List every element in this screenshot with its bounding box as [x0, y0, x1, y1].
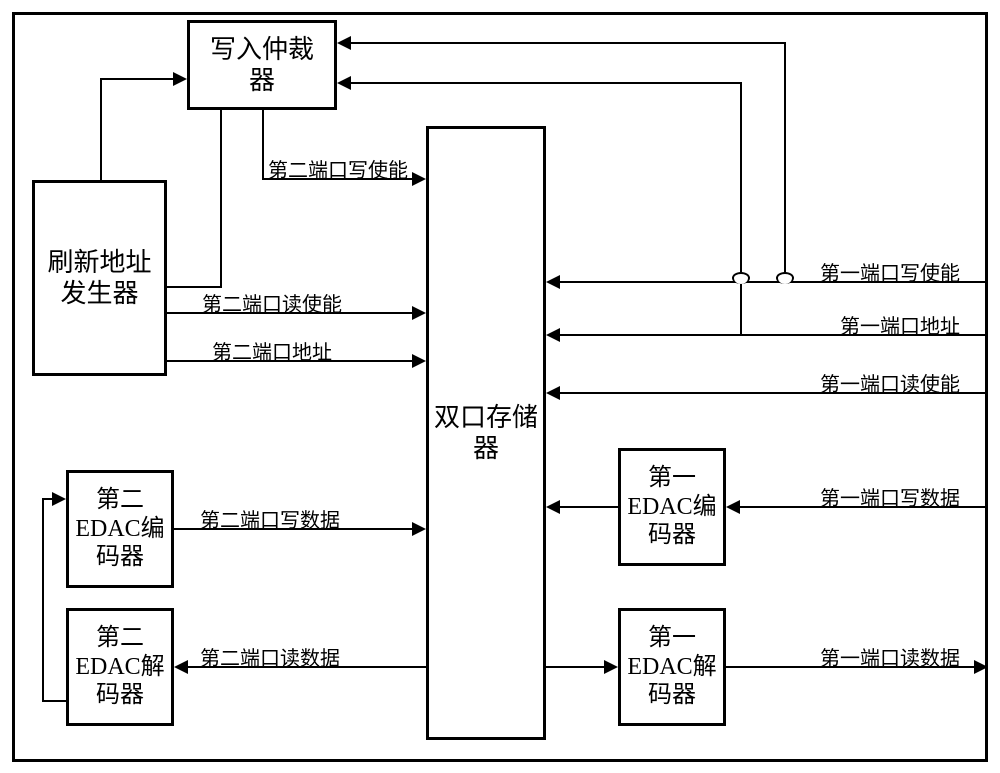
p1addr-jump [732, 272, 750, 284]
p1-read-d-ext-arrow [974, 660, 988, 674]
edac1-encoder-label: 第一EDAC编码器 [627, 464, 716, 550]
p1-write-enable-label: 第一端口写使能 [820, 257, 960, 286]
arbiter-to-mem-line-v [262, 110, 264, 180]
p1-write-en-arrow [546, 275, 560, 289]
refresh-generator-label: 刷新地址发生器 [47, 247, 151, 309]
edac2-decoder-label: 第二EDAC解码器 [75, 624, 164, 710]
dualport-memory-label: 双口存储器 [434, 402, 538, 464]
p2-read-en-arrow [412, 306, 426, 320]
p1-write-data-label: 第一端口写数据 [820, 482, 960, 511]
edac1-decoder-label: 第一EDAC解码器 [627, 624, 716, 710]
p2-write-d-arrow [412, 522, 426, 536]
p1addr-to-arb-h [351, 82, 742, 84]
p1-write-d-enc-line [560, 506, 618, 508]
p2-addr-arrow [412, 354, 426, 368]
p2-write-enable-label: 第二端口写使能 [268, 154, 408, 183]
p1-write-d-enc-arrow [546, 500, 560, 514]
edac2-loop-v [42, 498, 44, 702]
p1we-to-arb-v [784, 42, 786, 283]
refresh-to-arbiter-arrow [173, 72, 187, 86]
p1addr-to-arb-v [740, 82, 742, 336]
p1-read-enable-label: 第一端口读使能 [820, 368, 960, 397]
p1we-to-arb-arrow [337, 36, 351, 50]
p1-addr-label: 第一端口地址 [840, 310, 960, 339]
p2-addr-label: 第二端口地址 [212, 336, 332, 365]
p1addr-to-arb-arrow [337, 76, 351, 90]
p2-read-data-label: 第二端口读数据 [200, 642, 340, 671]
edac2-loop-arrow [52, 492, 66, 506]
p1-write-d-ext-arrow [726, 500, 740, 514]
refresh-generator-box: 刷新地址发生器 [32, 180, 167, 376]
refresh-to-arbiter-line-v [100, 78, 102, 180]
p1-addr-arrow [546, 328, 560, 342]
write-arbiter-label: 写入仲裁器 [210, 34, 314, 96]
p1we-jump [776, 272, 794, 284]
refresh-to-arbiter-line-h [100, 78, 175, 80]
p1-read-data-label: 第一端口读数据 [820, 642, 960, 671]
p1-read-d-mem-line [546, 666, 606, 668]
edac1-encoder-box: 第一EDAC编码器 [618, 448, 726, 566]
refresh-to-arbiter2-v [220, 110, 222, 288]
edac2-encoder-box: 第二EDAC编码器 [66, 470, 174, 588]
p1-read-d-mem-arrow [604, 660, 618, 674]
dualport-memory-box: 双口存储器 [426, 126, 546, 740]
p2-write-data-label: 第二端口写数据 [200, 504, 340, 533]
edac1-decoder-box: 第一EDAC解码器 [618, 608, 726, 726]
edac2-loop-h1 [42, 700, 66, 702]
p1we-to-arb-h [351, 42, 786, 44]
p2-read-enable-label: 第二端口读使能 [202, 288, 342, 317]
arbiter-to-mem-arrow [412, 172, 426, 186]
p1-read-en-arrow [546, 386, 560, 400]
write-arbiter-box: 写入仲裁器 [187, 20, 337, 110]
edac2-decoder-box: 第二EDAC解码器 [66, 608, 174, 726]
p2-read-d-arrow [174, 660, 188, 674]
edac2-encoder-label: 第二EDAC编码器 [75, 486, 164, 572]
